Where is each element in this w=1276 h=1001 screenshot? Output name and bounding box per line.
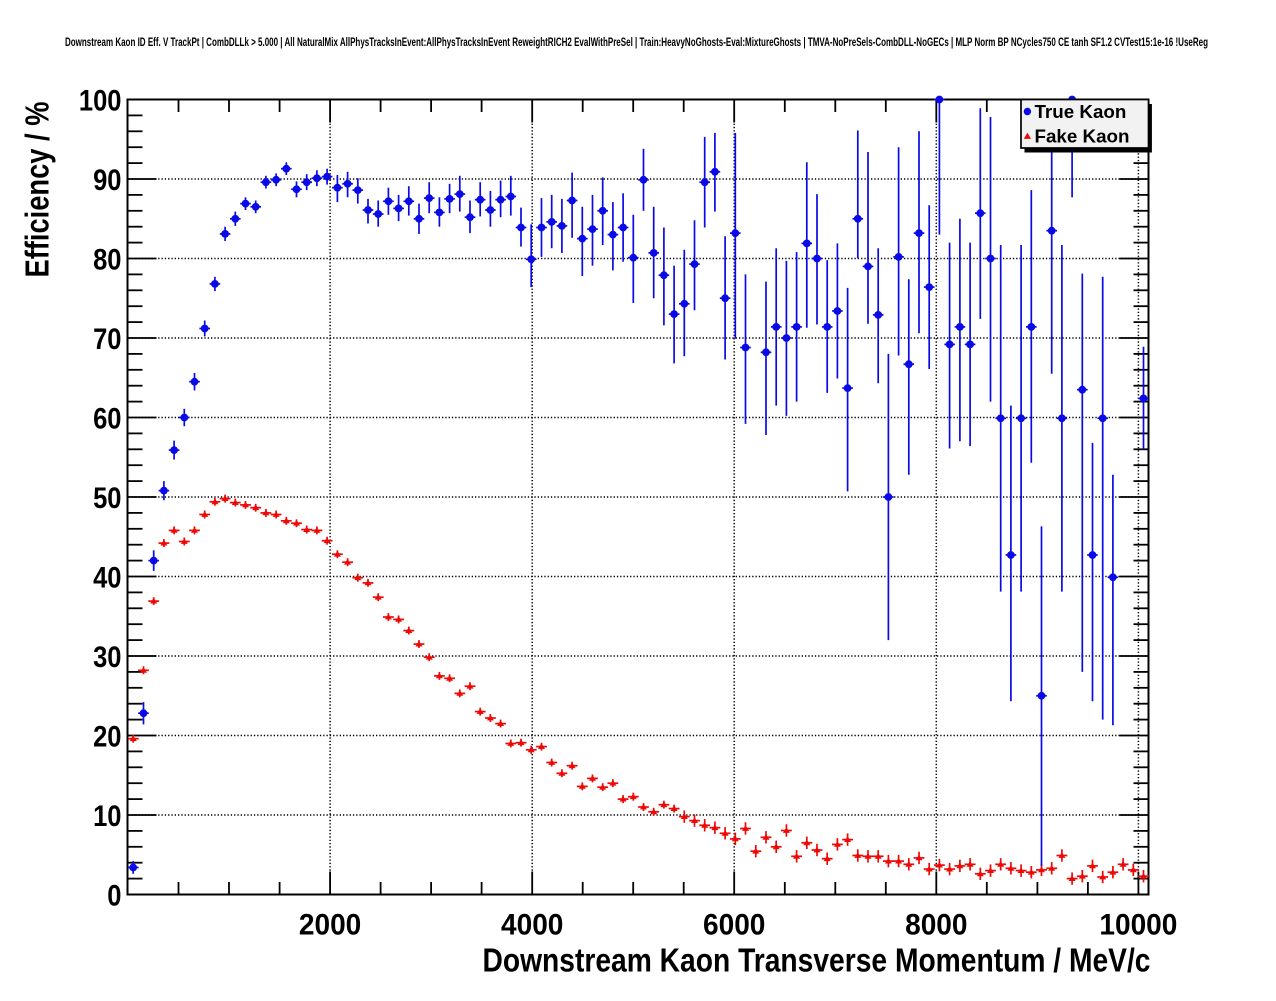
- svg-text:6000: 6000: [703, 909, 765, 942]
- svg-text:90: 90: [93, 164, 121, 197]
- svg-text:50: 50: [93, 482, 121, 515]
- svg-text:4000: 4000: [501, 909, 563, 942]
- svg-text:20: 20: [93, 720, 121, 753]
- svg-text:100: 100: [79, 84, 122, 117]
- svg-text:2000: 2000: [299, 909, 361, 942]
- svg-text:0: 0: [107, 879, 121, 912]
- svg-text:10: 10: [93, 800, 121, 833]
- svg-text:80: 80: [93, 243, 121, 276]
- svg-text:True Kaon: True Kaon: [1035, 101, 1127, 122]
- svg-text:10000: 10000: [1099, 909, 1177, 942]
- svg-text:70: 70: [93, 323, 121, 356]
- svg-text:8000: 8000: [905, 909, 967, 942]
- svg-text:60: 60: [93, 402, 121, 435]
- svg-text:Fake Kaon: Fake Kaon: [1035, 126, 1130, 147]
- svg-text:Downstream Kaon Transverse Mom: Downstream Kaon Transverse Momentum / Me…: [483, 943, 1151, 980]
- svg-text:Downstream Kaon ID Eff. V Trac: Downstream Kaon ID Eff. V TrackPt | Comb…: [65, 37, 1208, 49]
- svg-text:Efficiency / %: Efficiency / %: [20, 102, 57, 278]
- svg-text:40: 40: [93, 561, 121, 594]
- svg-text:30: 30: [93, 641, 121, 674]
